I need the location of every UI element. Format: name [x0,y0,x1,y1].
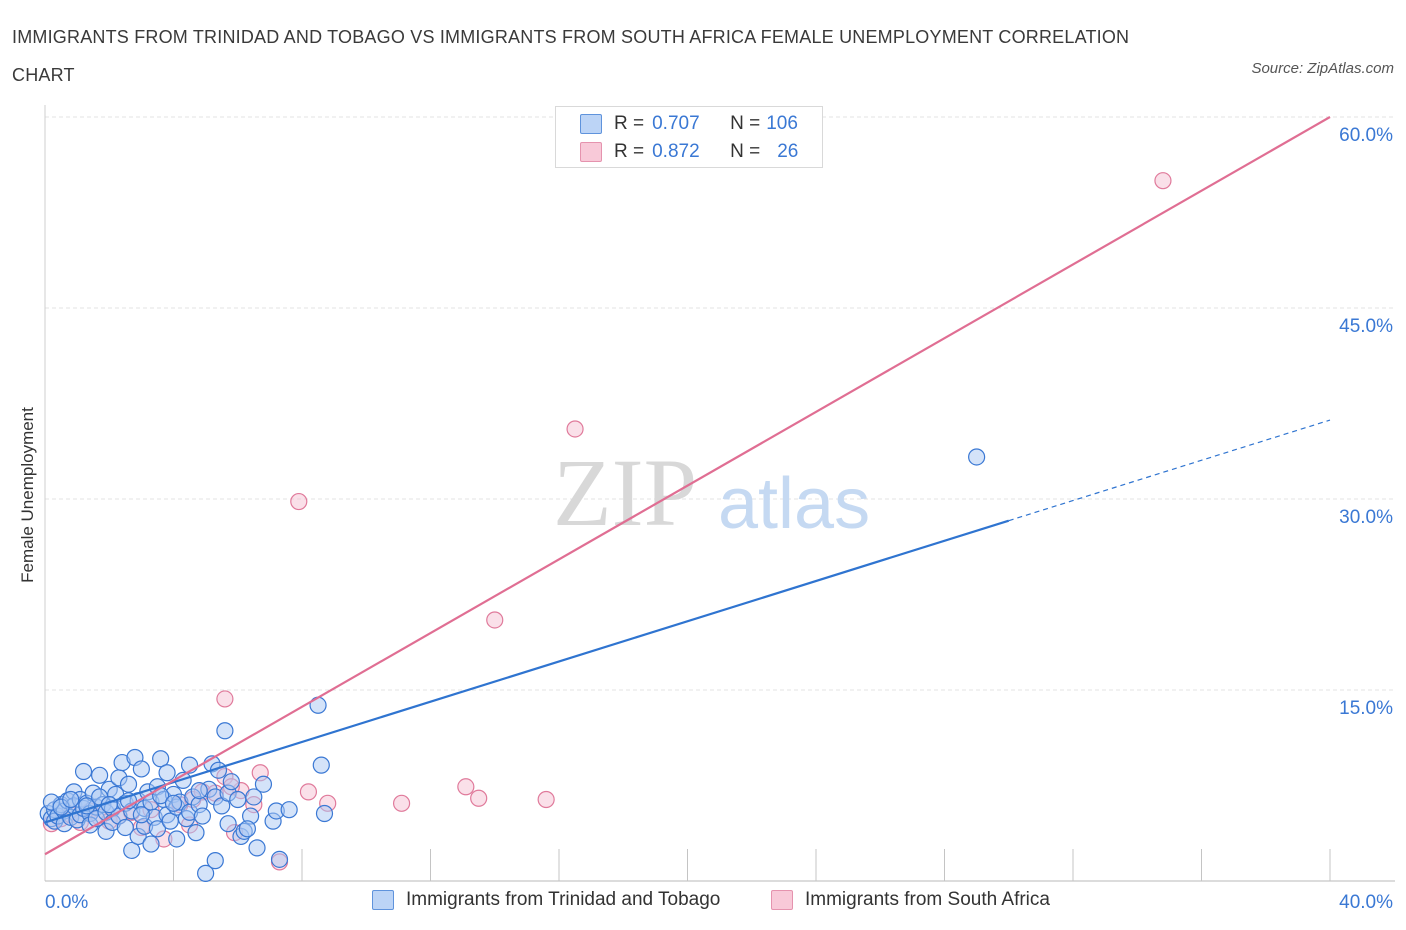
bottom-legend-label-south-africa: Immigrants from South Africa [805,889,1050,910]
legend-r-key: R = [614,113,645,134]
x-tick-label: 40.0% [1339,892,1393,913]
data-point-trinidad [187,824,205,842]
axis-layer [44,105,1395,882]
data-point-south-africa [566,420,584,438]
legend-r-key: R = [614,141,645,162]
data-point-trinidad [132,760,150,778]
data-point-trinidad [968,448,986,466]
data-point-trinidad [238,820,256,838]
bottom-legend-swatch-trinidad [372,890,394,910]
data-point-south-africa [537,790,555,809]
data-point-trinidad [219,815,237,833]
bottom-legend-swatch-south-africa [771,890,793,910]
data-point-trinidad [248,839,266,857]
watermark-zip: ZIP [553,439,697,546]
bottom-legend-trinidad: Immigrants from Trinidad and Tobago [372,889,720,911]
data-point-south-africa [392,794,411,812]
chart-title: IMMIGRANTS FROM TRINIDAD AND TOBAGO VS I… [12,27,1130,85]
data-point-trinidad [222,773,240,791]
trend-line-south-africa [44,116,1331,856]
legend-n-key: N = [730,113,761,134]
data-point-trinidad [116,818,134,837]
data-point-trinidad [152,750,170,768]
trend-line-trinidad-extension [1008,419,1331,522]
y-tick-label: 30.0% [1339,507,1393,528]
data-point-trinidad [197,864,215,882]
data-point-trinidad [193,807,212,825]
data-point-trinidad [216,722,234,740]
data-point-trinidad [148,820,167,838]
data-point-trinidad [158,764,176,782]
data-point-south-africa [290,492,308,511]
data-point-south-africa [486,611,504,629]
data-point-trinidad [312,756,330,774]
data-point-trinidad [132,806,150,824]
data-point-south-africa [299,783,318,801]
legend-row-south-africa: R = 0.872 N = 26 [580,139,798,165]
legend-r-value: 0.872 [652,141,700,162]
data-point-trinidad [245,788,263,806]
data-point-trinidad [74,762,93,781]
data-point-trinidad [280,801,298,819]
source-label: Source: ZipAtlas.com [1251,60,1394,77]
data-point-trinidad [142,835,160,853]
legend-swatch-south-africa [580,142,602,162]
grid-layer [45,116,1395,691]
data-point-trinidad [206,852,224,870]
data-point-trinidad [190,781,208,800]
data-point-trinidad [62,790,80,809]
trend-lines [44,116,1331,856]
data-point-trinidad [270,850,289,868]
data-point-trinidad [315,804,334,823]
data-point-south-africa [216,690,234,708]
data-point-trinidad [229,790,247,809]
data-point-south-africa [1154,172,1172,190]
data-point-trinidad [123,841,141,860]
legend-r-value: 0.707 [652,113,700,134]
data-point-trinidad [164,794,183,812]
legend-box: R = 0.707 N = 106 R = 0.872 N = 26 [555,106,823,168]
bottom-legend-label-trinidad: Immigrants from Trinidad and Tobago [406,889,721,910]
tick-labels: 15.0% 30.0% 45.0% 60.0% 0.0% 40.0% [45,125,1393,913]
data-point-trinidad [91,766,109,784]
y-tick-label: 15.0% [1339,698,1393,719]
legend-n-value: 26 [777,141,799,162]
bottom-legend-south-africa: Immigrants from South Africa [771,889,1050,911]
legend-n-key: N = [730,141,761,162]
watermark-atlas: atlas [718,464,870,544]
data-point-south-africa [470,789,488,807]
data-point-trinidad [119,775,138,793]
trend-line-trinidad [44,519,1010,824]
data-point-trinidad [254,775,273,793]
y-tick-label: 45.0% [1339,316,1393,337]
x-tick-label: 0.0% [45,892,88,913]
data-point-trinidad [168,830,186,848]
data-point-south-africa [457,778,475,796]
legend-swatch-trinidad [580,114,602,134]
legend-row-trinidad: R = 0.707 N = 106 [580,111,798,137]
y-tick-label: 60.0% [1339,125,1393,146]
legend-n-value: 106 [766,113,798,134]
watermark: ZIP atlas [553,439,870,546]
